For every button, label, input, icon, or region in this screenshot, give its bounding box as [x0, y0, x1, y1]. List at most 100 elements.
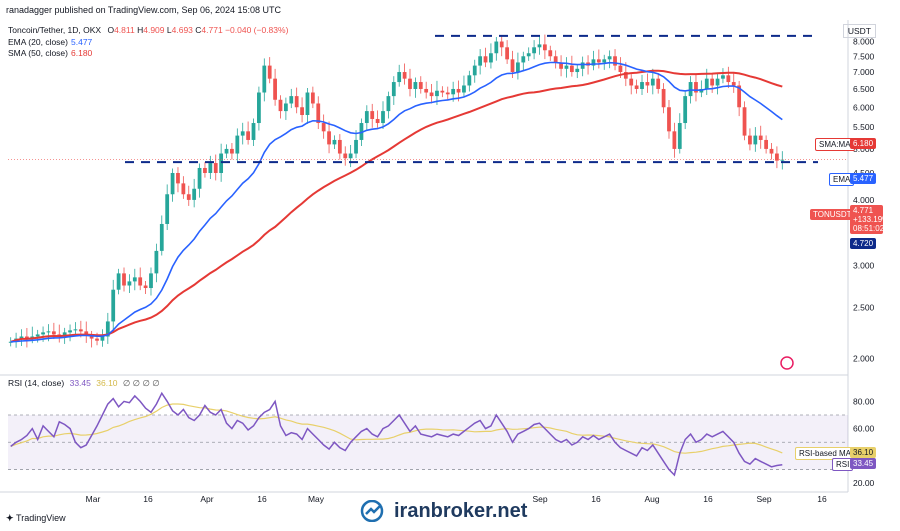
time-tick-label: Mar: [86, 494, 101, 504]
candle-body: [343, 153, 348, 159]
candle-body: [667, 107, 671, 132]
candle-body: [337, 139, 342, 154]
candle-body: [154, 250, 159, 274]
candle-body: [607, 56, 612, 60]
candle-body: [370, 111, 375, 119]
candle-body: [494, 41, 499, 54]
candle-body: [138, 277, 143, 286]
candle-body: [516, 62, 520, 73]
price-tick-label: 6.500: [853, 84, 875, 94]
candle-body: [283, 103, 288, 112]
time-tick-label: 16: [143, 494, 153, 504]
candle-body: [559, 62, 563, 69]
sma-legend[interactable]: SMA (50, close) 6.180: [8, 48, 93, 58]
candle-body: [327, 131, 331, 145]
candle-body: [386, 96, 391, 112]
tradingview-brand[interactable]: ✦ TradingView: [6, 513, 66, 523]
candle-body: [41, 332, 45, 335]
price-tag: 4.771 +133.19% 08:51:02: [850, 205, 889, 234]
candle-body: [553, 56, 558, 63]
candle-body: [478, 56, 483, 66]
candle-body: [321, 123, 326, 132]
price-tick-label: 5.500: [853, 122, 875, 132]
rsi-ma-value-tag: 36.10: [850, 447, 877, 458]
candle-body: [305, 92, 310, 116]
candle-body: [159, 223, 164, 251]
symbol-line: Toncoin/Tether, 1D, OKX: [8, 25, 102, 35]
candle-body: [542, 44, 547, 51]
candle-body: [602, 59, 607, 63]
time-tick-label: Sep: [756, 494, 771, 504]
candle-body: [310, 92, 315, 104]
candle-body: [769, 148, 774, 154]
candle-body: [375, 118, 380, 124]
price-tick-label: 2.000: [853, 353, 875, 363]
candle-body: [402, 72, 407, 79]
candle-body: [230, 148, 234, 154]
candle-body: [629, 78, 634, 86]
candle-body: [300, 107, 304, 116]
candle-body: [737, 85, 742, 108]
price-tick-label: 2.500: [853, 302, 875, 312]
time-tick-label: Aug: [644, 494, 659, 504]
candle-body: [24, 336, 29, 339]
candle-body: [224, 148, 229, 154]
candle-body: [170, 172, 175, 195]
candle-body: [257, 92, 261, 124]
candle-body: [623, 72, 628, 79]
iranbroker-logo-icon: [360, 500, 384, 522]
candle-body: [132, 277, 137, 282]
sma-value-tag: 6.180: [850, 138, 877, 149]
candle-body: [262, 65, 267, 93]
currency-label[interactable]: USDT: [842, 24, 876, 38]
candle-body: [596, 59, 601, 63]
candle-body: [661, 88, 666, 108]
candle-body: [715, 78, 720, 86]
candle-body: [197, 167, 202, 189]
candle-body: [726, 75, 731, 83]
candle-body: [316, 103, 321, 124]
ema-legend[interactable]: EMA (20, close) 5.477: [8, 37, 93, 47]
candle-body: [127, 281, 132, 286]
candle-body: [89, 335, 94, 339]
candle-body: [78, 329, 83, 332]
published-line: ranadagger published on TradingView.com,…: [6, 5, 282, 15]
tradingview-logo-icon: ✦: [6, 513, 17, 523]
candle-body: [489, 53, 493, 63]
candle-body: [186, 194, 191, 200]
candle-body: [413, 82, 418, 89]
candle-body: [634, 85, 639, 89]
rsi-line: [10, 391, 783, 477]
candle-body: [192, 188, 197, 200]
candle-body: [483, 56, 488, 63]
candle-body: [521, 56, 526, 63]
time-tick-label: Sep: [532, 494, 547, 504]
candle-body: [580, 62, 585, 69]
candle-body: [391, 82, 396, 97]
candle-body: [418, 82, 423, 89]
candle-body: [8, 341, 13, 343]
candle-body: [721, 75, 725, 79]
candle-body: [84, 331, 89, 336]
candle-body: [181, 183, 186, 195]
candle-body: [143, 285, 148, 289]
candle-body: [780, 159, 785, 161]
candle-body: [289, 96, 294, 104]
time-tick-label: 16: [817, 494, 827, 504]
candle-body: [240, 131, 245, 136]
candle-body: [408, 78, 412, 89]
candle-body: [569, 65, 574, 73]
candle-body: [505, 47, 510, 60]
candle-body: [532, 47, 536, 54]
candle-body: [575, 68, 580, 73]
candle-body: [564, 65, 569, 69]
watermark-text: iranbroker.net: [394, 500, 528, 522]
candle-body: [364, 111, 369, 124]
time-tick-label: May: [308, 494, 325, 504]
rsi-legend[interactable]: RSI (14, close) 33.45 36.10 ∅ ∅ ∅ ∅: [8, 378, 160, 388]
candle-body: [208, 163, 213, 173]
candle-body: [149, 273, 153, 289]
candle-body: [683, 96, 688, 124]
